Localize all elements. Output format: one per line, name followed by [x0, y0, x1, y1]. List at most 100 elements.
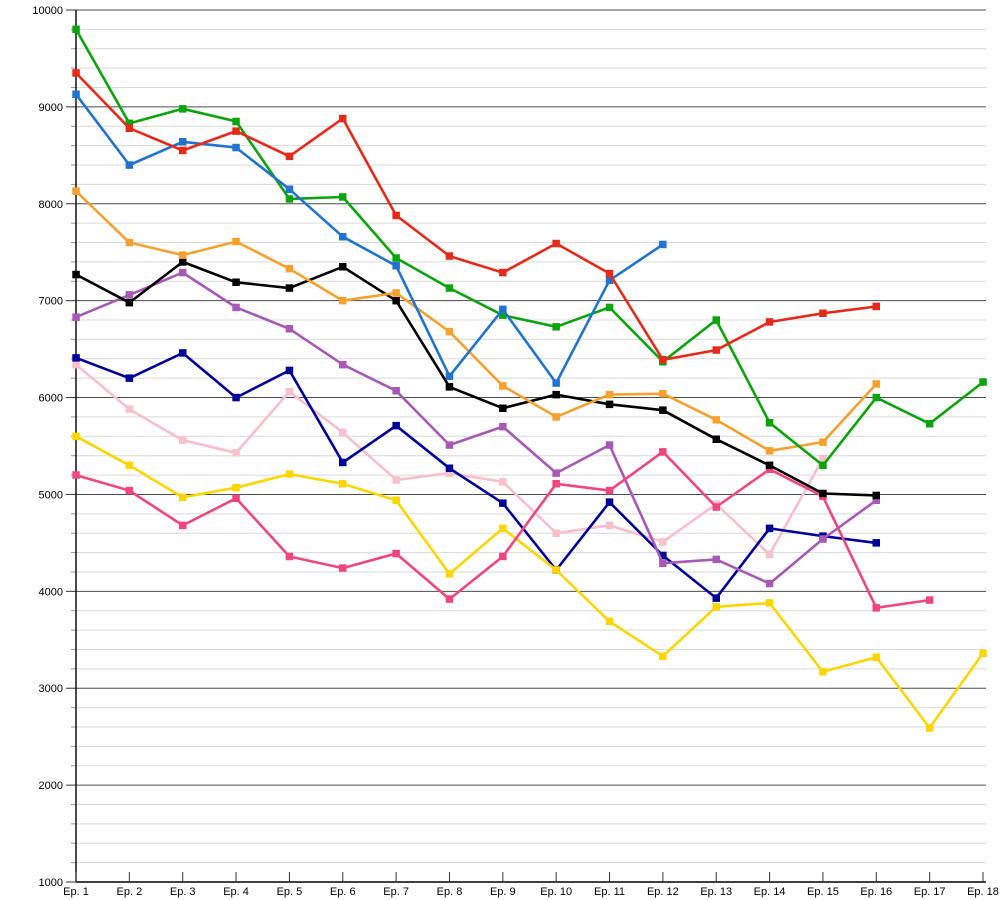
series-navy-point-11 — [605, 498, 614, 506]
series-yellow-point-10 — [552, 566, 560, 574]
series-deep-pink-point-8 — [445, 595, 454, 603]
series-deep-pink-point-13 — [712, 503, 720, 511]
series-blue-point-4 — [232, 143, 240, 152]
series-deep-pink-point-9 — [499, 552, 507, 561]
series-yellow-point-12 — [659, 652, 667, 660]
series-green-point-17 — [925, 420, 934, 428]
series-black-point-5 — [285, 284, 294, 292]
series-light-pink-point-4 — [232, 449, 240, 457]
series-light-pink-point-9 — [499, 478, 507, 486]
series-red-point-14 — [765, 318, 774, 326]
series-deep-pink-point-16 — [872, 604, 880, 612]
series-purple-point-13 — [712, 555, 720, 564]
x-axis-tick-label: Ep. 12 — [647, 886, 679, 898]
series-red-point-5 — [285, 152, 294, 161]
series-purple-point-4 — [232, 303, 240, 312]
series-green-point-2 — [125, 119, 134, 128]
series-blue-point-9 — [499, 305, 507, 314]
x-axis-tick-label: Ep. 1 — [63, 886, 89, 898]
series-line-green — [74, 28, 985, 467]
series-green-point-14 — [765, 419, 774, 427]
series-black-point-3 — [179, 258, 187, 266]
series-navy-point-14 — [765, 524, 774, 533]
x-axis-tick-label: Ep. 3 — [170, 886, 196, 898]
series-deep-pink-point-2 — [125, 486, 134, 495]
series-blue-point-10 — [552, 379, 560, 387]
series-yellow-point-9 — [499, 524, 507, 533]
series-blue-point-12 — [659, 240, 667, 249]
series-black-point-16 — [872, 491, 880, 500]
series-green-point-5 — [285, 195, 294, 203]
series-yellow-point-7 — [392, 496, 400, 504]
series-navy-point-1 — [72, 354, 80, 362]
series-deep-pink-point-11 — [605, 486, 614, 495]
series-yellow-point-17 — [925, 724, 934, 732]
series-light-pink-point-8 — [445, 469, 454, 477]
series-red-point-16 — [872, 302, 880, 311]
series-line-black — [74, 260, 878, 497]
y-axis-tick-label: 6000 — [39, 393, 63, 405]
series-orange-point-3 — [179, 251, 187, 259]
series-red-point-15 — [819, 309, 827, 317]
series-blue-point-11 — [605, 276, 614, 285]
y-axis-tick-label: 7000 — [39, 296, 63, 308]
series-black-point-12 — [659, 406, 667, 414]
series-black-point-14 — [765, 461, 774, 470]
series-navy-point-2 — [125, 374, 134, 382]
x-axis-tick-label: Ep. 4 — [223, 886, 249, 898]
series-green-point-7 — [392, 254, 400, 262]
series-black-point-13 — [712, 435, 720, 443]
series-green-point-6 — [339, 193, 347, 201]
series-line-red — [74, 71, 878, 362]
series-orange-point-15 — [819, 438, 827, 446]
series-light-pink-point-10 — [552, 529, 560, 537]
series-purple-point-2 — [125, 291, 134, 299]
series-red-point-4 — [232, 127, 240, 135]
series-black-point-1 — [72, 270, 80, 279]
y-axis-tick-label: 10000 — [32, 5, 63, 17]
x-axis-tick-label: Ep. 5 — [277, 886, 303, 898]
series-yellow-point-8 — [445, 570, 454, 578]
series-light-pink-point-7 — [392, 476, 400, 484]
series-green-point-4 — [232, 117, 240, 126]
series-navy-point-4 — [232, 393, 240, 402]
series-red-point-12 — [659, 356, 667, 364]
series-deep-pink-point-10 — [552, 480, 560, 488]
series-orange-point-2 — [125, 238, 134, 247]
x-axis-tick-label: Ep. 13 — [700, 886, 732, 898]
series-navy-point-7 — [392, 421, 400, 430]
series-green-point-1 — [72, 25, 80, 34]
series-light-pink-point-2 — [125, 405, 134, 413]
series-line-navy — [74, 351, 878, 600]
series-green-point-10 — [552, 323, 560, 331]
series-black-point-9 — [499, 404, 507, 412]
y-axis-tick-label: 3000 — [39, 683, 63, 695]
series-purple-point-5 — [285, 325, 294, 333]
series-green-point-16 — [872, 393, 880, 402]
series-red-point-7 — [392, 211, 400, 220]
series-yellow-point-13 — [712, 603, 720, 611]
series-red-point-9 — [499, 268, 507, 277]
series-red-point-13 — [712, 346, 720, 354]
series-orange-point-9 — [499, 382, 507, 390]
series-yellow-point-14 — [765, 599, 774, 607]
series-navy-point-9 — [499, 499, 507, 507]
x-axis-tick-label: Ep. 18 — [967, 886, 999, 898]
series-yellow-point-5 — [285, 470, 294, 478]
series-deep-pink-point-1 — [72, 471, 80, 479]
series-orange-point-11 — [605, 390, 614, 399]
series-line-yellow — [74, 434, 985, 730]
x-axis-tick-label: Ep. 8 — [437, 886, 463, 898]
series-blue-point-5 — [285, 185, 294, 193]
series-yellow-point-6 — [339, 480, 347, 488]
series-purple-point-6 — [339, 360, 347, 369]
series-yellow-point-15 — [819, 668, 827, 676]
y-axis-tick-label: 2000 — [39, 780, 63, 792]
series-green-point-11 — [605, 303, 614, 312]
series-light-pink-point-12 — [659, 538, 667, 546]
x-axis-tick-label: Ep. 15 — [807, 886, 839, 898]
y-axis-tick-label: 1000 — [39, 877, 63, 889]
y-axis-tick-label: 9000 — [39, 102, 63, 114]
series-yellow-point-2 — [125, 461, 134, 470]
